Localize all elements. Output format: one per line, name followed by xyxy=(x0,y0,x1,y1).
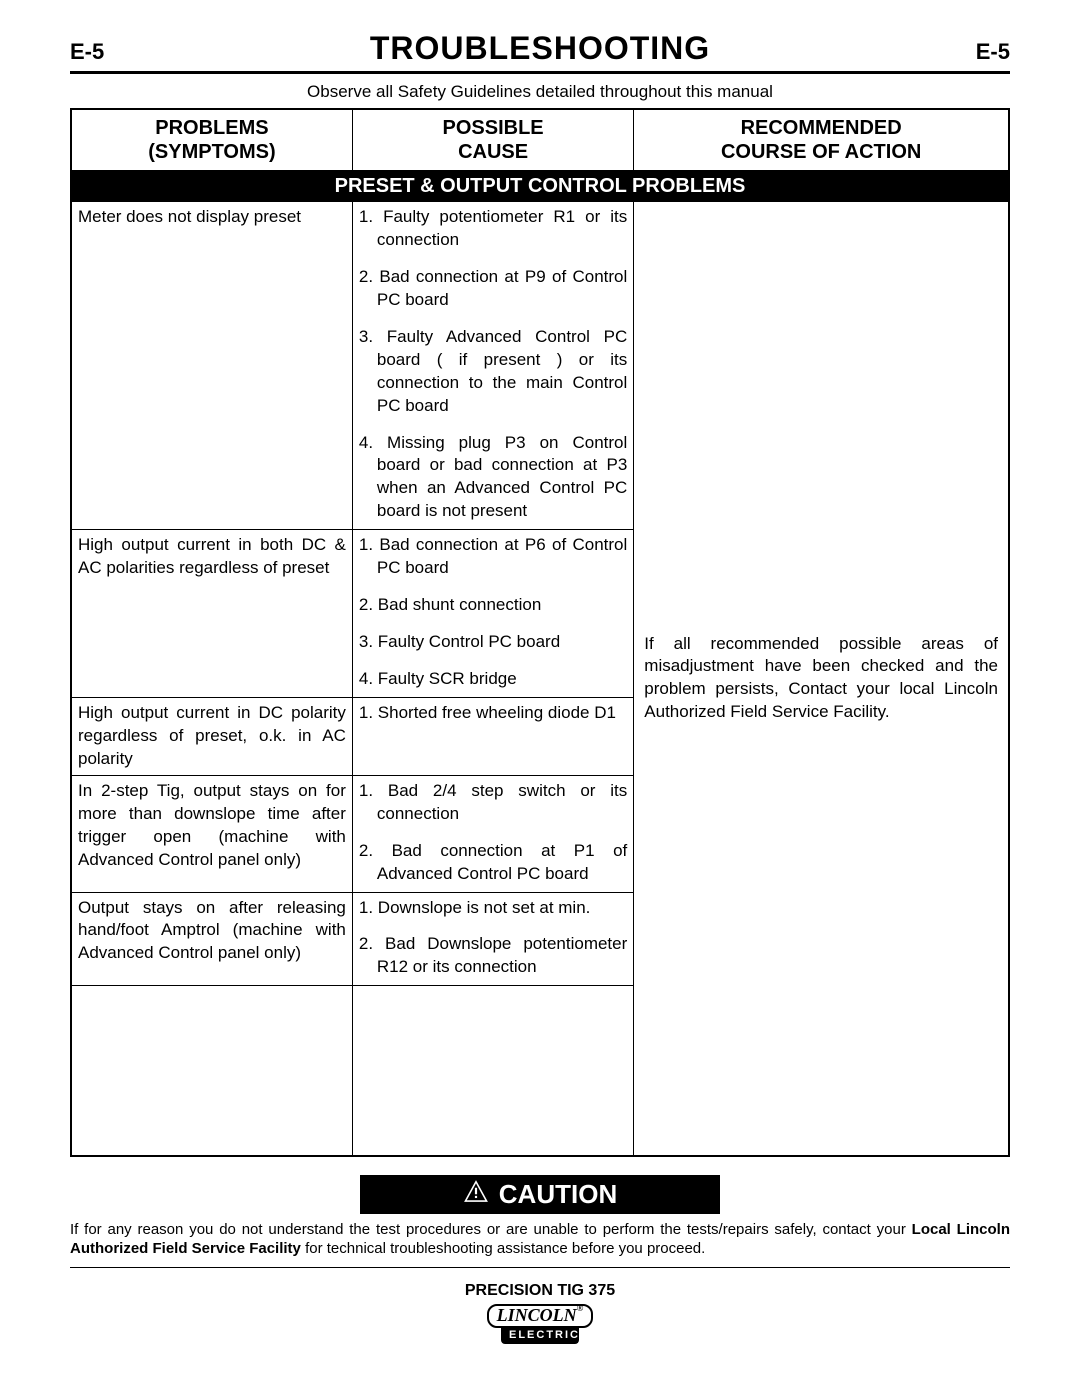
warning-icon xyxy=(463,1179,489,1210)
table-cell-problem: High output current in DC polarity regar… xyxy=(71,697,352,775)
col-header-line: (SYMPTOMS) xyxy=(148,141,275,163)
col-header-line: PROBLEMS xyxy=(155,117,268,139)
cause-item: 2. Bad shunt connection xyxy=(359,594,627,617)
col-header-line: COURSE OF ACTION xyxy=(721,141,921,163)
col-header-line: POSSIBLE xyxy=(443,117,544,139)
caution-banner: CAUTION xyxy=(360,1175,720,1214)
filler-cell xyxy=(352,986,633,1156)
cause-item: 3. Faulty Advanced Control PC board ( if… xyxy=(359,326,627,418)
cause-item: 1. Bad connection at P6 of Control PC bo… xyxy=(359,534,627,580)
page-title: TROUBLESHOOTING xyxy=(370,30,710,67)
caution-text-pre: If for any reason you do not understand … xyxy=(70,1221,912,1238)
cause-item: 2. Bad connection at P9 of Control PC bo… xyxy=(359,266,627,312)
cause-item: 2. Bad connection at P1 of Advanced Cont… xyxy=(359,840,627,886)
cause-item: 4. Missing plug P3 on Control board or b… xyxy=(359,432,627,524)
table-cell-problem: In 2-step Tig, output stays on for more … xyxy=(71,775,352,892)
col-header-problems: PROBLEMS (SYMPTOMS) xyxy=(71,109,352,171)
table-cell-cause: 1. Downslope is not set at min. 2. Bad Do… xyxy=(352,892,633,986)
table-cell-cause: 1. Bad connection at P6 of Control PC bo… xyxy=(352,530,633,698)
cause-item: 3. Faulty Control PC board xyxy=(359,631,627,654)
page-number-right: E-5 xyxy=(976,39,1010,65)
safety-note: Observe all Safety Guidelines detailed t… xyxy=(70,82,1010,102)
table-cell-action: If all recommended possible areas of mis… xyxy=(634,202,1009,1156)
page-header: E-5 TROUBLESHOOTING E-5 xyxy=(70,30,1010,74)
cause-item: 1. Downslope is not set at min. xyxy=(359,897,627,920)
table-cell-problem: Output stays on after releasing hand/foo… xyxy=(71,892,352,986)
cause-item: 1. Faulty potentiometer R1 or its connec… xyxy=(359,206,627,252)
col-header-line: RECOMMENDED xyxy=(741,117,902,139)
troubleshooting-table: PROBLEMS (SYMPTOMS) POSSIBLE CAUSE RECOM… xyxy=(70,108,1010,1157)
caution-text: If for any reason you do not understand … xyxy=(70,1220,1010,1268)
col-header-cause: POSSIBLE CAUSE xyxy=(352,109,633,171)
logo-brand: LINCOLN xyxy=(497,1305,577,1325)
model-name: PRECISION TIG 375 xyxy=(70,1282,1010,1300)
cause-item: 1. Shorted free wheeling diode D1 xyxy=(359,702,627,725)
cause-item: 4. Faulty SCR bridge xyxy=(359,668,627,691)
table-cell-cause: 1. Shorted free wheeling diode D1 xyxy=(352,697,633,775)
cause-item: 2. Bad Downslope potentiometer R12 or it… xyxy=(359,933,627,979)
col-header-line: CAUSE xyxy=(458,141,528,163)
table-cell-problem: High output current in both DC & AC pola… xyxy=(71,530,352,698)
caution-text-post: for technical troubleshooting assistance… xyxy=(301,1240,705,1257)
caution-label: CAUTION xyxy=(499,1179,617,1210)
filler-cell xyxy=(71,986,352,1156)
table-cell-problem: Meter does not display preset xyxy=(71,202,352,530)
registered-icon: ® xyxy=(577,1303,584,1313)
logo-bottom: ELECTRIC xyxy=(501,1328,579,1344)
section-band: PRESET & OUTPUT CONTROL PROBLEMS xyxy=(71,171,1009,203)
table-cell-cause: 1. Faulty potentiometer R1 or its connec… xyxy=(352,202,633,530)
logo-top: LINCOLN® xyxy=(487,1304,594,1328)
lincoln-logo: LINCOLN® ELECTRIC xyxy=(487,1304,594,1344)
page-footer: PRECISION TIG 375 LINCOLN® ELECTRIC xyxy=(70,1282,1010,1344)
page-number-left: E-5 xyxy=(70,39,104,65)
table-cell-cause: 1. Bad 2/4 step switch or its connection… xyxy=(352,775,633,892)
cause-item: 1. Bad 2/4 step switch or its connection xyxy=(359,780,627,826)
col-header-action: RECOMMENDED COURSE OF ACTION xyxy=(634,109,1009,171)
